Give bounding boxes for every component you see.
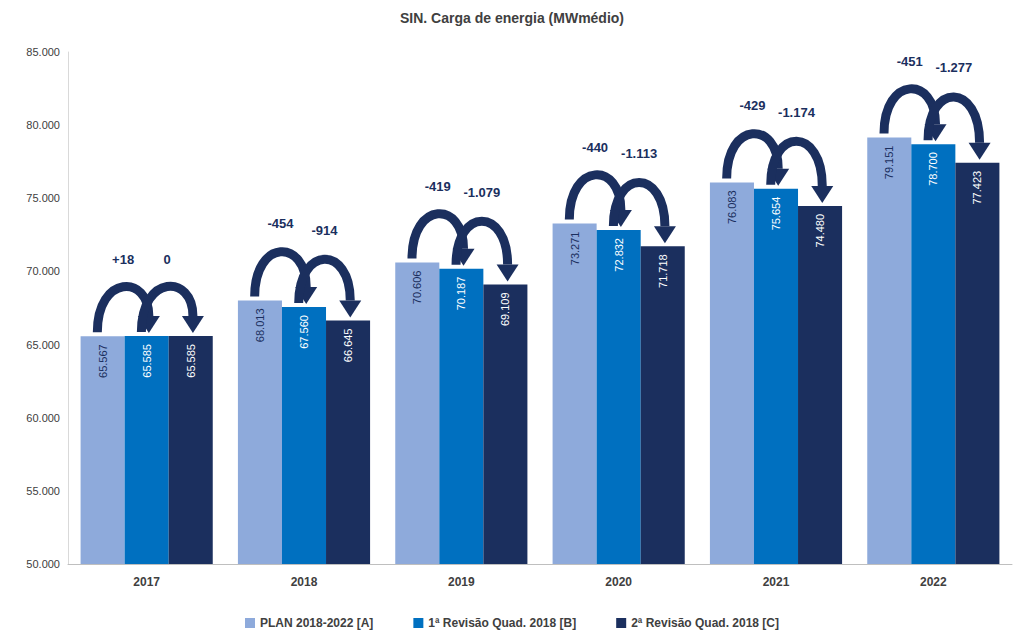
svg-text:70.187: 70.187 [455,277,467,311]
svg-text:2ª Revisão Quad. 2018 [C]: 2ª Revisão Quad. 2018 [C] [631,616,779,630]
svg-text:74.480: 74.480 [814,214,826,248]
svg-text:-1.113: -1.113 [621,146,657,161]
svg-text:55.000: 55.000 [26,485,60,497]
svg-text:75.654: 75.654 [770,197,782,231]
svg-text:2020: 2020 [605,575,632,589]
svg-text:-1.277: -1.277 [935,60,972,75]
svg-text:79.151: 79.151 [883,146,895,180]
svg-text:80.000: 80.000 [26,119,60,131]
svg-text:SIN. Carga de energia (MWmédio: SIN. Carga de energia (MWmédio) [400,10,624,26]
svg-text:2019: 2019 [448,575,475,589]
svg-text:2018: 2018 [291,575,318,589]
svg-text:70.000: 70.000 [26,265,60,277]
svg-text:69.109: 69.109 [499,292,511,326]
svg-text:65.567: 65.567 [97,344,109,378]
svg-text:65.585: 65.585 [141,344,153,378]
svg-text:68.013: 68.013 [254,308,266,342]
svg-text:-451: -451 [897,54,923,69]
svg-text:-454: -454 [267,216,294,231]
svg-text:70.606: 70.606 [411,271,423,305]
svg-text:1ª Revisão Quad. 2018 [B]: 1ª Revisão Quad. 2018 [B] [428,616,576,630]
svg-text:71.718: 71.718 [657,254,669,288]
svg-text:60.000: 60.000 [26,412,60,424]
svg-text:77.423: 77.423 [971,171,983,205]
svg-text:2017: 2017 [133,575,160,589]
svg-text:-1.079: -1.079 [463,185,500,200]
svg-text:-429: -429 [739,98,765,113]
svg-text:85.000: 85.000 [26,46,60,58]
svg-text:73.271: 73.271 [569,232,581,266]
svg-text:67.560: 67.560 [298,315,310,349]
svg-text:72.832: 72.832 [613,238,625,272]
svg-text:66.645: 66.645 [342,329,354,363]
svg-text:-1.174: -1.174 [778,105,816,120]
svg-text:50.000: 50.000 [26,558,60,570]
svg-text:65.585: 65.585 [185,344,197,378]
svg-text:PLAN 2018-2022 [A]: PLAN 2018-2022 [A] [260,616,373,630]
svg-text:2021: 2021 [763,575,790,589]
svg-text:65.000: 65.000 [26,339,60,351]
svg-text:-914: -914 [311,223,338,238]
svg-text:0: 0 [164,252,171,267]
svg-text:76.083: 76.083 [726,190,738,224]
svg-text:78.700: 78.700 [927,152,939,186]
svg-text:75.000: 75.000 [26,192,60,204]
svg-text:+18: +18 [112,252,134,267]
svg-text:-419: -419 [425,179,451,194]
svg-text:-440: -440 [582,140,608,155]
svg-text:2022: 2022 [920,575,947,589]
